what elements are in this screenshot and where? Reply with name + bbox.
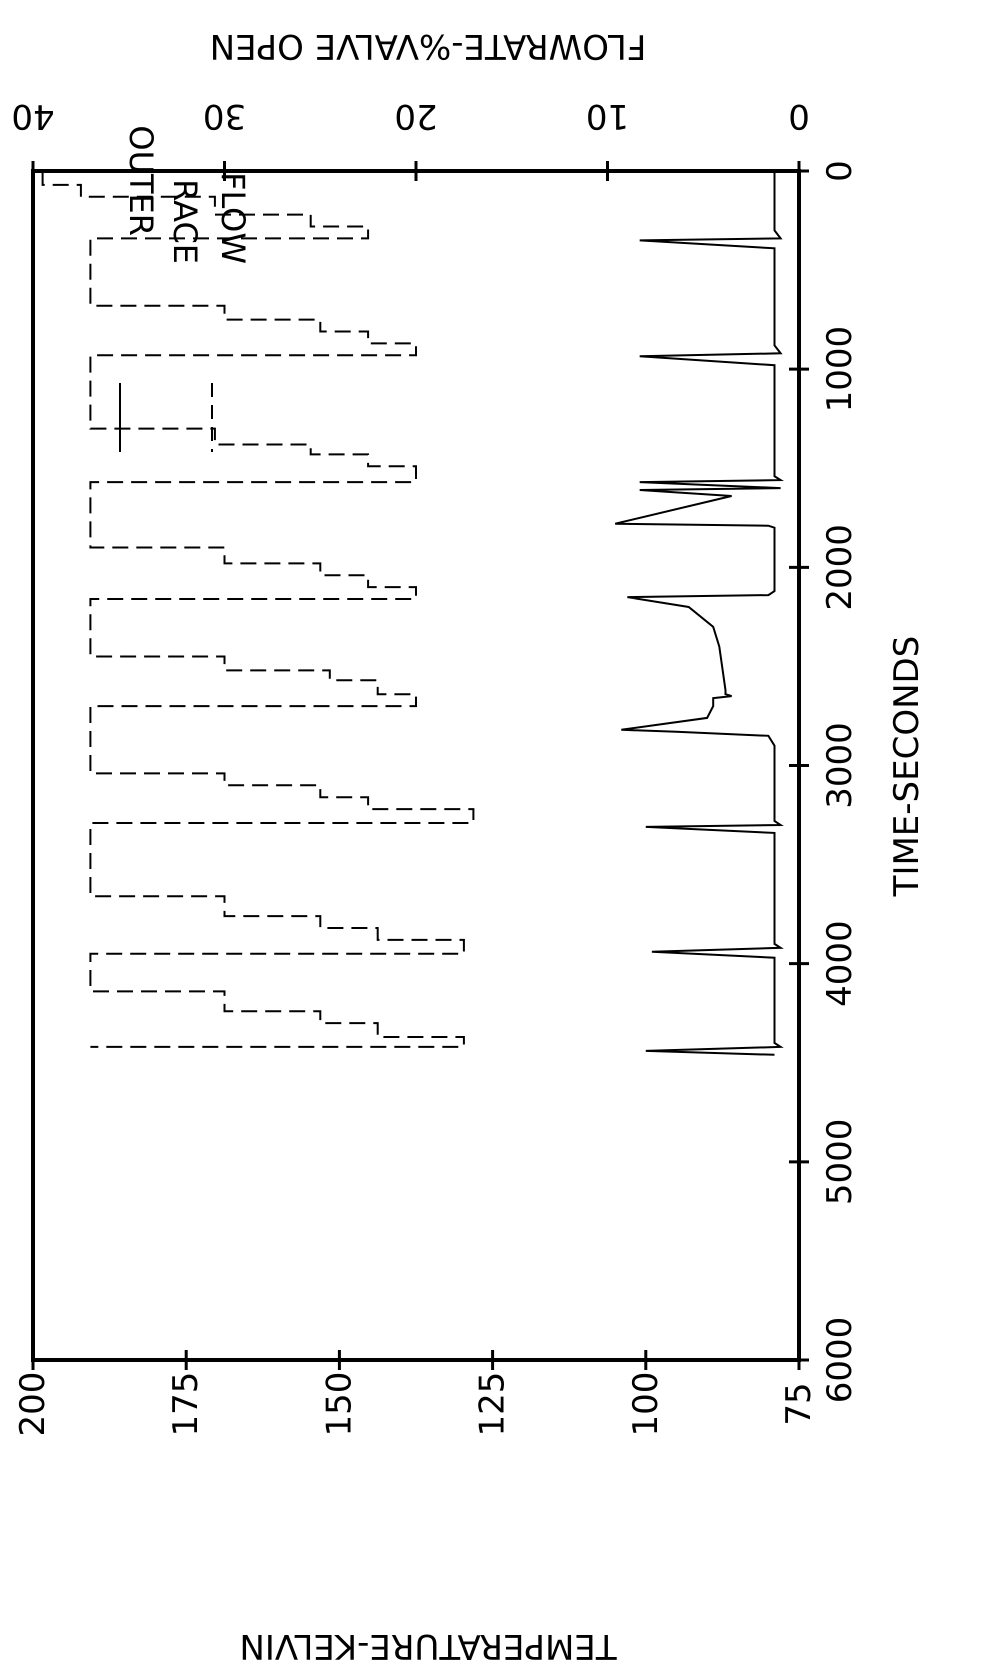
y-right-tick-label: 0 xyxy=(788,96,810,136)
y-right-tick-label: 20 xyxy=(394,96,437,136)
x-tick-label: 4000 xyxy=(820,920,860,1007)
y-left-tick-label: 75 xyxy=(779,1382,819,1425)
x-tick-label: 3000 xyxy=(820,722,860,809)
legend-label-flow: FLOW xyxy=(214,172,252,264)
x-tick-label: 6000 xyxy=(820,1317,860,1404)
legend: OUTER RACE FLOW xyxy=(119,125,252,452)
series-line-outer-race xyxy=(614,171,784,1056)
x-tick-label: 0 xyxy=(820,160,860,182)
legend-label-outer: OUTER xyxy=(122,125,160,236)
y-right-tick-label: 30 xyxy=(203,96,246,136)
series-line-flow xyxy=(41,171,475,1048)
y-right-tick-label: 40 xyxy=(11,96,54,136)
y-left-tick-label: 150 xyxy=(319,1372,359,1437)
x-tick-label: 1000 xyxy=(820,326,860,413)
y-right-axis-label: FLOWRATE-%VALVE OPEN xyxy=(210,26,647,66)
y-right-tick-label: 10 xyxy=(586,96,629,136)
legend-label-race: RACE xyxy=(166,179,204,264)
y-left-tick-label: 125 xyxy=(473,1372,513,1437)
y-left-tick-label: 100 xyxy=(626,1372,666,1437)
y-left-axis-label: TEMPERATURE-KELVIN xyxy=(239,1626,617,1666)
y-left-tick-label: 200 xyxy=(13,1372,53,1437)
x-tick-label: 5000 xyxy=(820,1119,860,1206)
x-tick-label: 2000 xyxy=(820,524,860,611)
y-left-tick-label: 175 xyxy=(166,1372,206,1437)
x-axis-label: TIME-SECONDS xyxy=(887,636,927,898)
series-layer xyxy=(41,171,784,1056)
